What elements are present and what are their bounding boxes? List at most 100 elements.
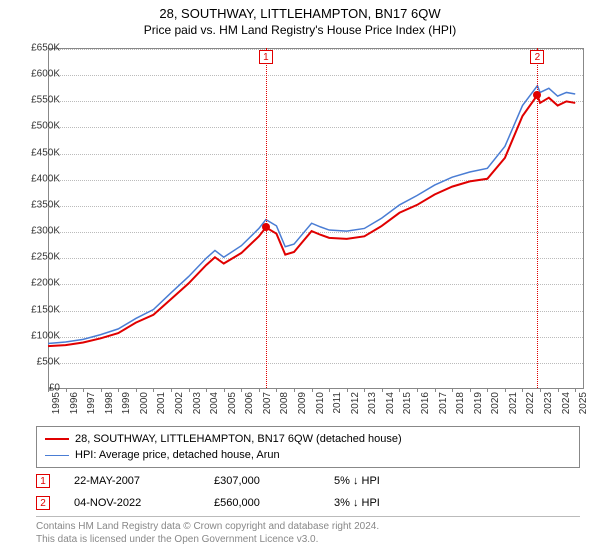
x-tick	[540, 388, 541, 392]
x-tick	[399, 388, 400, 392]
x-tick	[329, 388, 330, 392]
x-tick-label: 2008	[279, 392, 290, 414]
legend-label: HPI: Average price, detached house, Arun	[75, 449, 280, 461]
x-tick	[136, 388, 137, 392]
y-tick-label: £550K	[16, 95, 60, 106]
sale-price: £307,000	[214, 475, 334, 487]
title-address: 28, SOUTHWAY, LITTLEHAMPTON, BN17 6QW	[0, 6, 600, 21]
x-tick	[294, 388, 295, 392]
x-tick-label: 2019	[473, 392, 484, 414]
y-tick-label: £200K	[16, 278, 60, 289]
x-tick-label: 2002	[174, 392, 185, 414]
x-axis	[48, 388, 584, 389]
x-tick	[487, 388, 488, 392]
x-tick-label: 2015	[402, 392, 413, 414]
x-tick-label: 2006	[244, 392, 255, 414]
y-tick-label: £450K	[16, 147, 60, 158]
x-tick	[575, 388, 576, 392]
sale-date: 04-NOV-2022	[74, 497, 214, 509]
x-tick-label: 2013	[367, 392, 378, 414]
sale-dot	[262, 223, 270, 231]
x-tick-label: 2016	[420, 392, 431, 414]
x-tick	[171, 388, 172, 392]
sale-dot	[533, 91, 541, 99]
sale-delta: 5% ↓ HPI	[334, 475, 454, 487]
x-tick-label: 2021	[508, 392, 519, 414]
x-tick	[382, 388, 383, 392]
x-tick-label: 2004	[209, 392, 220, 414]
sale-price: £560,000	[214, 497, 334, 509]
x-tick	[470, 388, 471, 392]
sale-delta: 3% ↓ HPI	[334, 497, 454, 509]
sale-marker-box: 1	[259, 50, 273, 64]
x-tick-label: 2011	[332, 392, 343, 414]
x-tick	[522, 388, 523, 392]
footer-line: This data is licensed under the Open Gov…	[36, 533, 580, 546]
series-line	[48, 95, 575, 346]
x-tick-label: 1998	[104, 392, 115, 414]
legend-label: 28, SOUTHWAY, LITTLEHAMPTON, BN17 6QW (d…	[75, 433, 402, 445]
x-tick-label: 1997	[86, 392, 97, 414]
y-tick-label: £250K	[16, 252, 60, 263]
x-tick-label: 2022	[525, 392, 536, 414]
y-tick-label: £350K	[16, 199, 60, 210]
series-line	[48, 86, 575, 344]
x-tick	[312, 388, 313, 392]
x-tick	[241, 388, 242, 392]
sale-row: 2 04-NOV-2022 £560,000 3% ↓ HPI	[36, 494, 580, 512]
x-tick	[276, 388, 277, 392]
sale-marker-icon: 1	[36, 474, 50, 488]
sale-date: 22-MAY-2007	[74, 475, 214, 487]
chart-svg	[48, 48, 584, 388]
x-tick-label: 1995	[51, 392, 62, 414]
legend-swatch	[45, 438, 69, 440]
legend-item: 28, SOUTHWAY, LITTLEHAMPTON, BN17 6QW (d…	[45, 431, 571, 447]
y-tick-label: £400K	[16, 173, 60, 184]
x-tick-label: 1999	[121, 392, 132, 414]
footer: Contains HM Land Registry data © Crown c…	[36, 520, 580, 546]
x-tick	[206, 388, 207, 392]
y-tick-label: £300K	[16, 226, 60, 237]
legend-item: HPI: Average price, detached house, Arun	[45, 447, 571, 463]
x-tick-label: 2024	[561, 392, 572, 414]
x-tick	[347, 388, 348, 392]
x-tick	[558, 388, 559, 392]
x-tick-label: 2001	[156, 392, 167, 414]
x-tick	[118, 388, 119, 392]
y-tick-label: £650K	[16, 43, 60, 54]
y-tick-label: £600K	[16, 69, 60, 80]
x-tick-label: 2020	[490, 392, 501, 414]
x-tick-label: 2003	[192, 392, 203, 414]
x-tick	[259, 388, 260, 392]
x-tick	[189, 388, 190, 392]
y-tick-label: £500K	[16, 121, 60, 132]
sale-row: 1 22-MAY-2007 £307,000 5% ↓ HPI	[36, 472, 580, 490]
x-tick	[101, 388, 102, 392]
x-tick-label: 2023	[543, 392, 554, 414]
y-tick-label: £150K	[16, 304, 60, 315]
title-subtitle: Price paid vs. HM Land Registry's House …	[0, 23, 600, 37]
x-tick-label: 1996	[69, 392, 80, 414]
y-tick-label: £50K	[16, 356, 60, 367]
x-tick	[48, 388, 49, 392]
x-tick-label: 2000	[139, 392, 150, 414]
legend-swatch	[45, 455, 69, 456]
sale-marker-icon: 2	[36, 496, 50, 510]
x-tick-label: 2007	[262, 392, 273, 414]
chart-container: 28, SOUTHWAY, LITTLEHAMPTON, BN17 6QW Pr…	[0, 0, 600, 560]
x-tick	[224, 388, 225, 392]
sale-marker-box: 2	[530, 50, 544, 64]
x-tick-label: 2014	[385, 392, 396, 414]
legend: 28, SOUTHWAY, LITTLEHAMPTON, BN17 6QW (d…	[36, 426, 580, 468]
x-tick-label: 2018	[455, 392, 466, 414]
footer-divider	[36, 516, 580, 517]
x-tick	[505, 388, 506, 392]
x-tick	[452, 388, 453, 392]
x-tick	[66, 388, 67, 392]
x-tick-label: 2017	[438, 392, 449, 414]
title-block: 28, SOUTHWAY, LITTLEHAMPTON, BN17 6QW Pr…	[0, 0, 600, 37]
x-tick	[364, 388, 365, 392]
x-tick	[83, 388, 84, 392]
x-tick	[153, 388, 154, 392]
x-tick	[417, 388, 418, 392]
